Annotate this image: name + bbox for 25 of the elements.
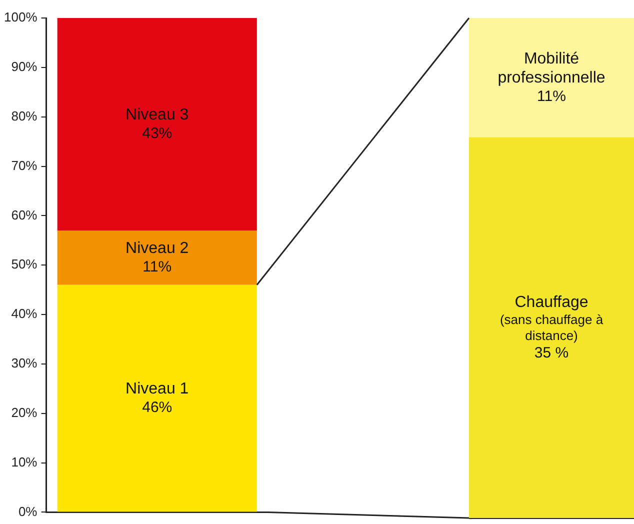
series-label: Niveau 1 [126, 380, 189, 398]
y-tick-label: 10% [11, 454, 38, 470]
data-label: 46% [142, 398, 172, 416]
data-label: 43% [142, 124, 172, 142]
y-tick-label: 100% [4, 10, 38, 25]
annotation: (sans chauffage à distance) [500, 312, 604, 343]
y-tick-label: 50% [11, 256, 38, 272]
series-label: Niveau 2 [126, 240, 189, 258]
data-label: 35 % [534, 344, 569, 362]
y-tick-label: 90% [11, 59, 38, 74]
bar [57, 230, 257, 285]
y-tick-label: 70% [11, 158, 38, 173]
series-label: Chauffage [514, 294, 588, 312]
data-label: 11% [537, 88, 566, 105]
bar [57, 18, 257, 231]
bar [57, 284, 257, 512]
y-tick-label: 0% [18, 504, 38, 519]
series-label: Niveau 3 [126, 106, 189, 124]
series-label: Mobilité professionnelle [498, 50, 606, 87]
y-tick-label: 60% [11, 207, 38, 222]
y-tick-label: 80% [11, 108, 38, 124]
data-label: 11% [142, 258, 172, 276]
y-tick-label: 40% [11, 306, 38, 322]
y-tick-label: 30% [11, 356, 38, 371]
y-tick-label: 20% [11, 404, 38, 420]
